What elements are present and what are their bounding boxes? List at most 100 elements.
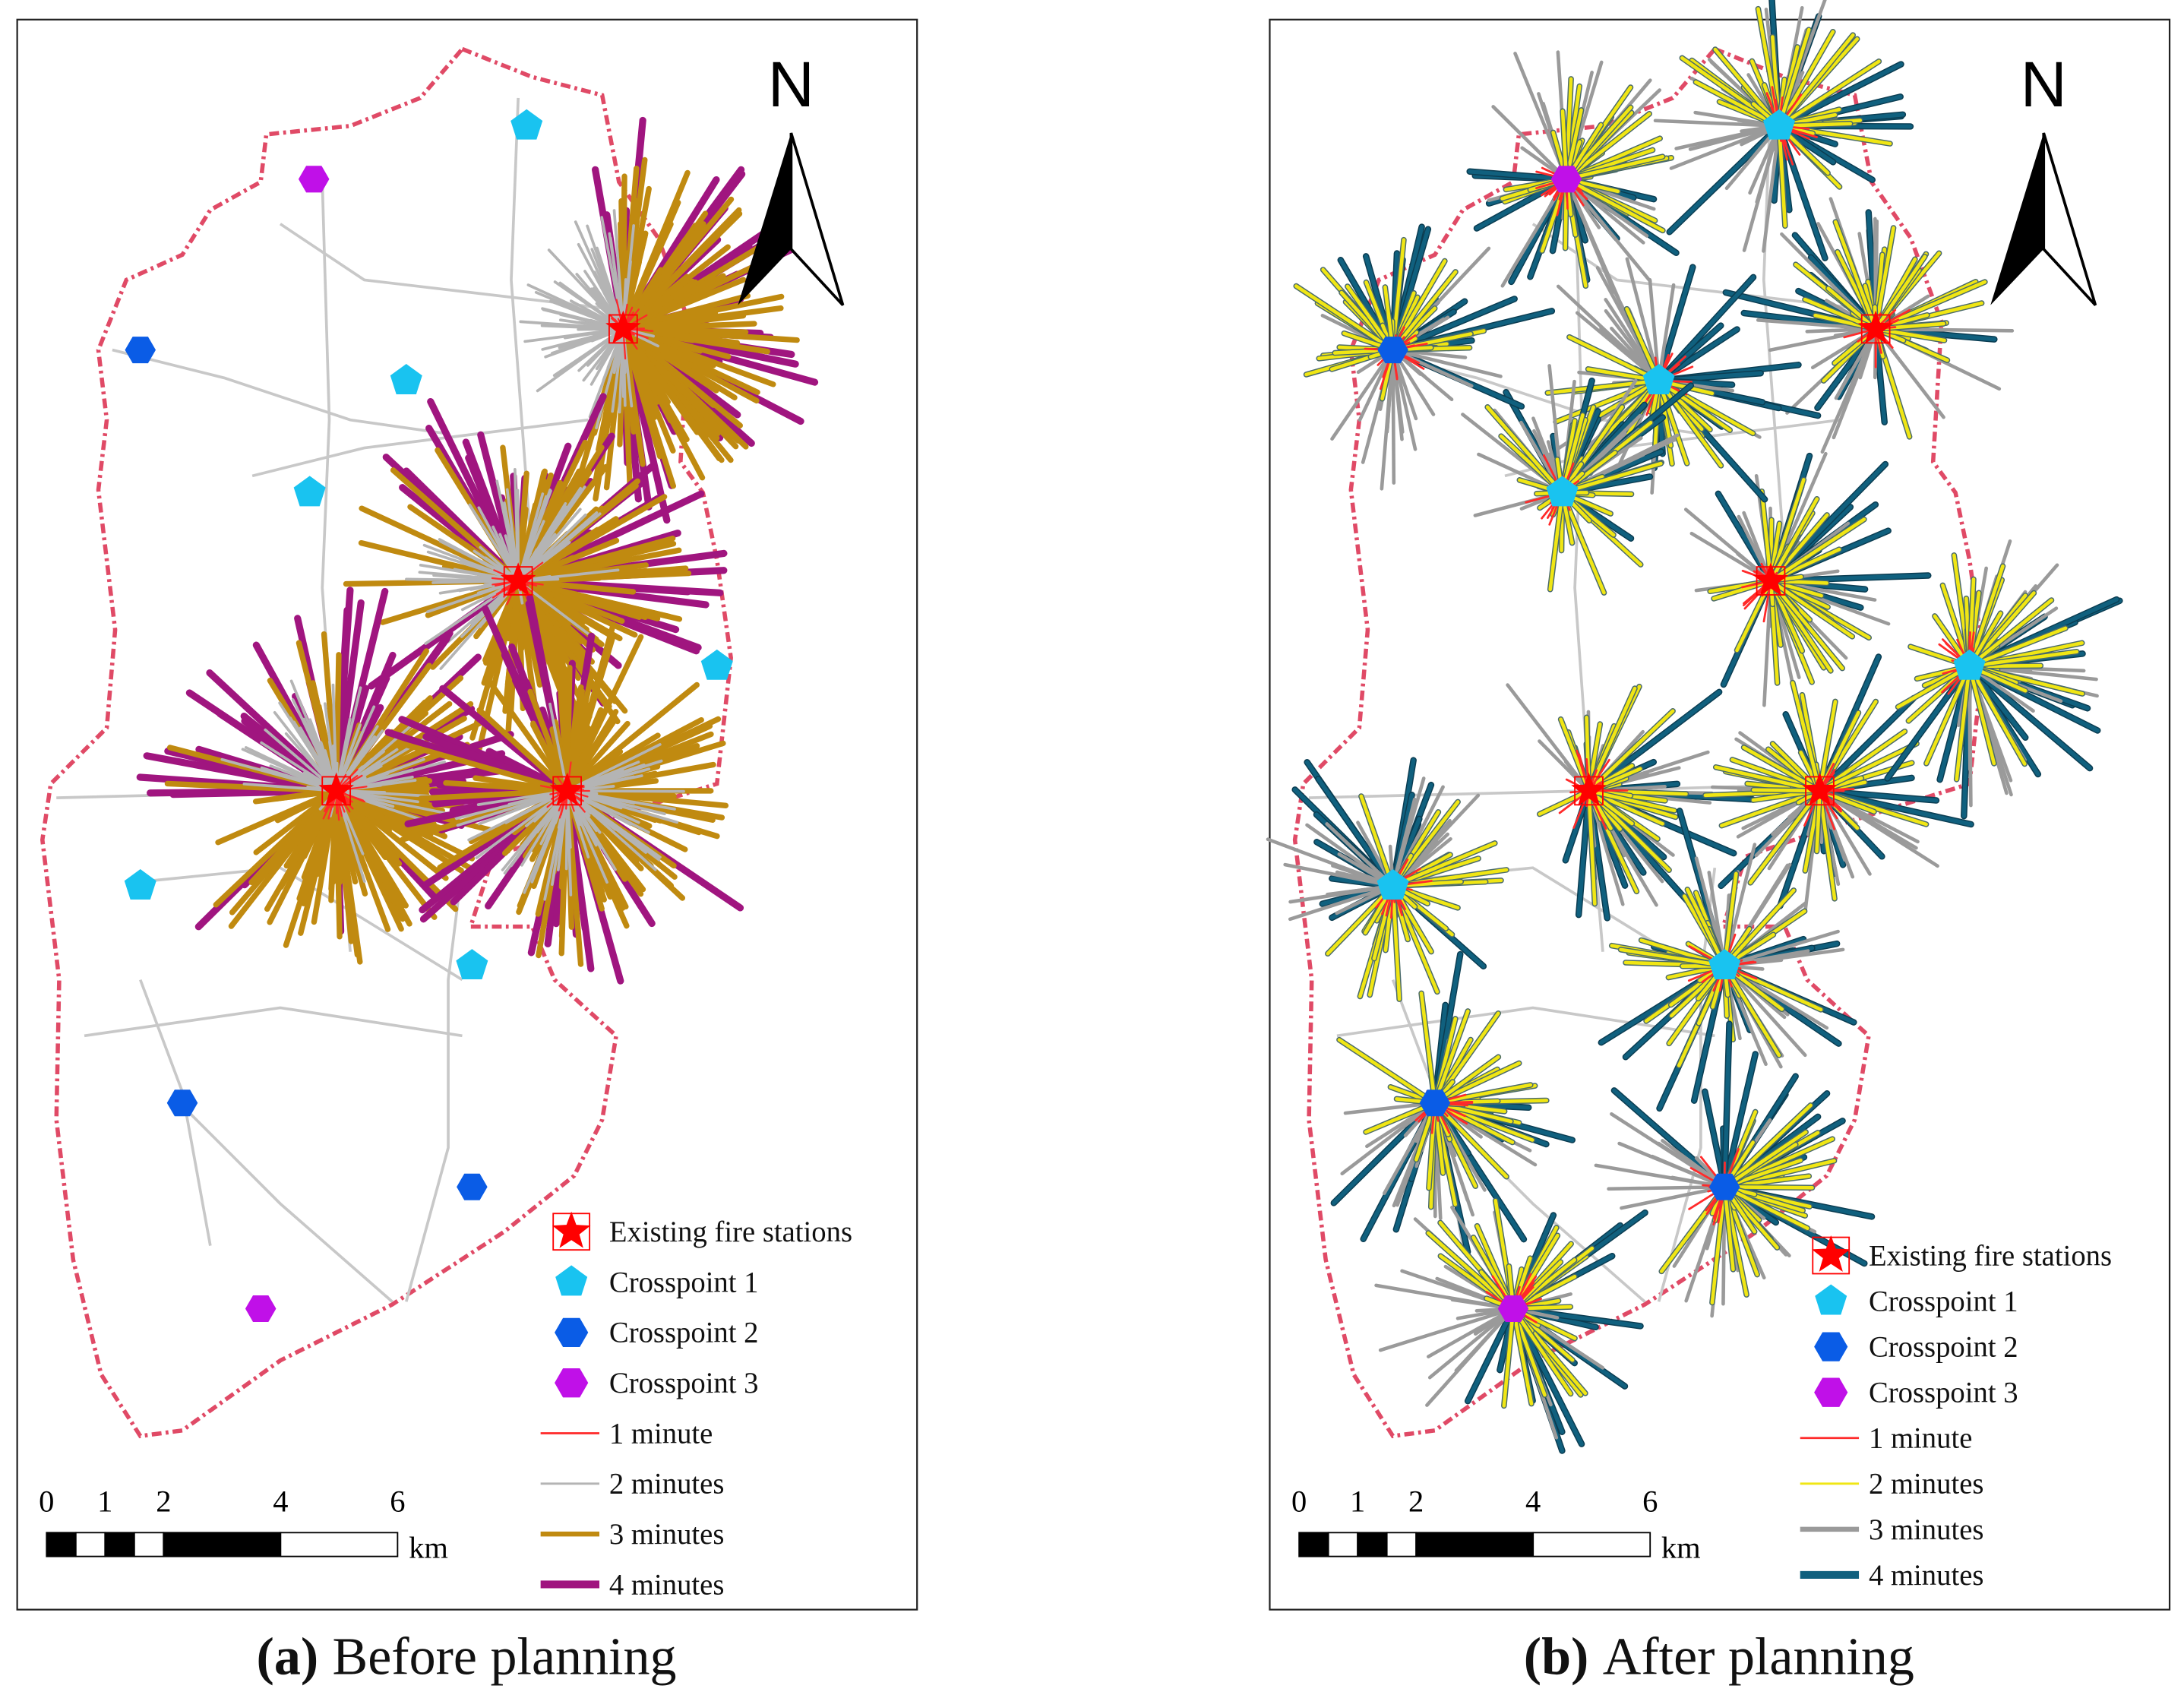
crosspoint: [390, 363, 422, 394]
route: [1694, 80, 1781, 128]
road: [84, 1006, 463, 1038]
route: [1564, 177, 1616, 294]
crosspoint: [456, 949, 488, 980]
route: [1620, 1184, 1727, 1210]
route: [1722, 1021, 1732, 1190]
fire-station: [1802, 772, 1838, 806]
route: [1567, 335, 1661, 383]
route: [558, 626, 570, 794]
route: [289, 679, 338, 792]
route: [551, 327, 625, 355]
route: [1391, 884, 1402, 1001]
route: [437, 788, 570, 871]
road: [251, 418, 589, 478]
route: [1502, 1307, 1516, 1408]
north-label: N: [2021, 48, 2067, 120]
route: [1419, 991, 1437, 1105]
route: [1326, 884, 1395, 956]
route: [1511, 1306, 1584, 1447]
route: [620, 169, 691, 332]
route: [485, 675, 570, 794]
route: [292, 720, 338, 792]
route: [481, 577, 521, 686]
crosspoint: [124, 869, 156, 900]
route: [1818, 700, 1838, 793]
route: [1607, 1184, 1727, 1191]
route: [1433, 1061, 1522, 1105]
route: [1575, 311, 1661, 383]
fire-station: [500, 562, 536, 596]
route: [1467, 169, 1569, 182]
route: [1548, 491, 1564, 592]
route: [1748, 789, 1822, 885]
route: [1485, 405, 1564, 495]
scale-tick-label: 2: [1408, 1485, 1424, 1519]
legend-label: Existing fire stations: [1869, 1240, 2112, 1272]
route: [1305, 823, 1395, 888]
route: [517, 508, 582, 583]
north-label: N: [768, 48, 814, 120]
route: [1294, 284, 1395, 352]
route: [1688, 124, 1781, 151]
scale-segment: [133, 1532, 165, 1557]
route: [1873, 226, 1895, 331]
route: [1686, 887, 1727, 968]
north-arrow-right: [2042, 132, 2097, 306]
crosspoint: [1814, 1332, 1848, 1361]
route: [1826, 286, 1878, 331]
route: [1722, 1130, 1808, 1189]
fire-station: [318, 772, 354, 806]
route: [1777, 124, 1787, 228]
panel-frame: [16, 18, 918, 1611]
route: [1924, 664, 1971, 766]
route: [1657, 378, 1723, 468]
scale-unit: km: [409, 1530, 448, 1564]
route: [1587, 789, 1597, 906]
route: [1817, 696, 1916, 793]
north-arrow-right: [789, 132, 845, 306]
route: [543, 789, 569, 901]
legend-label: 4 minutes: [1869, 1560, 1983, 1592]
route: [1710, 1184, 1727, 1304]
route: [515, 547, 682, 584]
route: [1669, 124, 1781, 170]
route: [1815, 789, 1822, 853]
route: [609, 236, 625, 330]
route: [1967, 564, 2005, 669]
scale-tick-label: 0: [39, 1485, 54, 1519]
scale-segment: [1298, 1532, 1329, 1557]
route: [1722, 963, 1781, 1058]
crosspoint: [1708, 949, 1741, 980]
scale-tick-label: 6: [1642, 1485, 1658, 1519]
route: [1465, 1306, 1516, 1403]
scale-tick-label: 1: [1350, 1485, 1365, 1519]
route: [530, 720, 570, 794]
route: [1538, 789, 1591, 816]
scale-segment: [1386, 1532, 1418, 1557]
route: [328, 788, 340, 892]
fire-station: [1753, 562, 1789, 596]
route: [1391, 841, 1497, 888]
route: [1777, 27, 1811, 128]
route: [1707, 871, 1727, 968]
route: [273, 710, 338, 792]
route: [1657, 283, 1676, 383]
route: [1427, 1307, 1516, 1380]
crosspoint: [166, 1089, 198, 1117]
route: [1820, 327, 1878, 454]
route: [228, 788, 340, 929]
road: [510, 97, 534, 561]
scale-segment: [1415, 1532, 1534, 1557]
route: [1722, 963, 1807, 1058]
route: [1330, 348, 1395, 441]
route: [1378, 1307, 1516, 1352]
route: [1559, 717, 1591, 793]
legend-label: 4 minutes: [609, 1569, 724, 1601]
route: [1564, 112, 1651, 182]
crosspoint: [298, 166, 330, 193]
route: [1777, 33, 1855, 128]
north-arrow-left: [738, 133, 792, 305]
north-arrow-left: [1990, 133, 2044, 305]
route: [1587, 686, 1637, 793]
legend-label: Crosspoint 2: [1869, 1332, 2018, 1364]
